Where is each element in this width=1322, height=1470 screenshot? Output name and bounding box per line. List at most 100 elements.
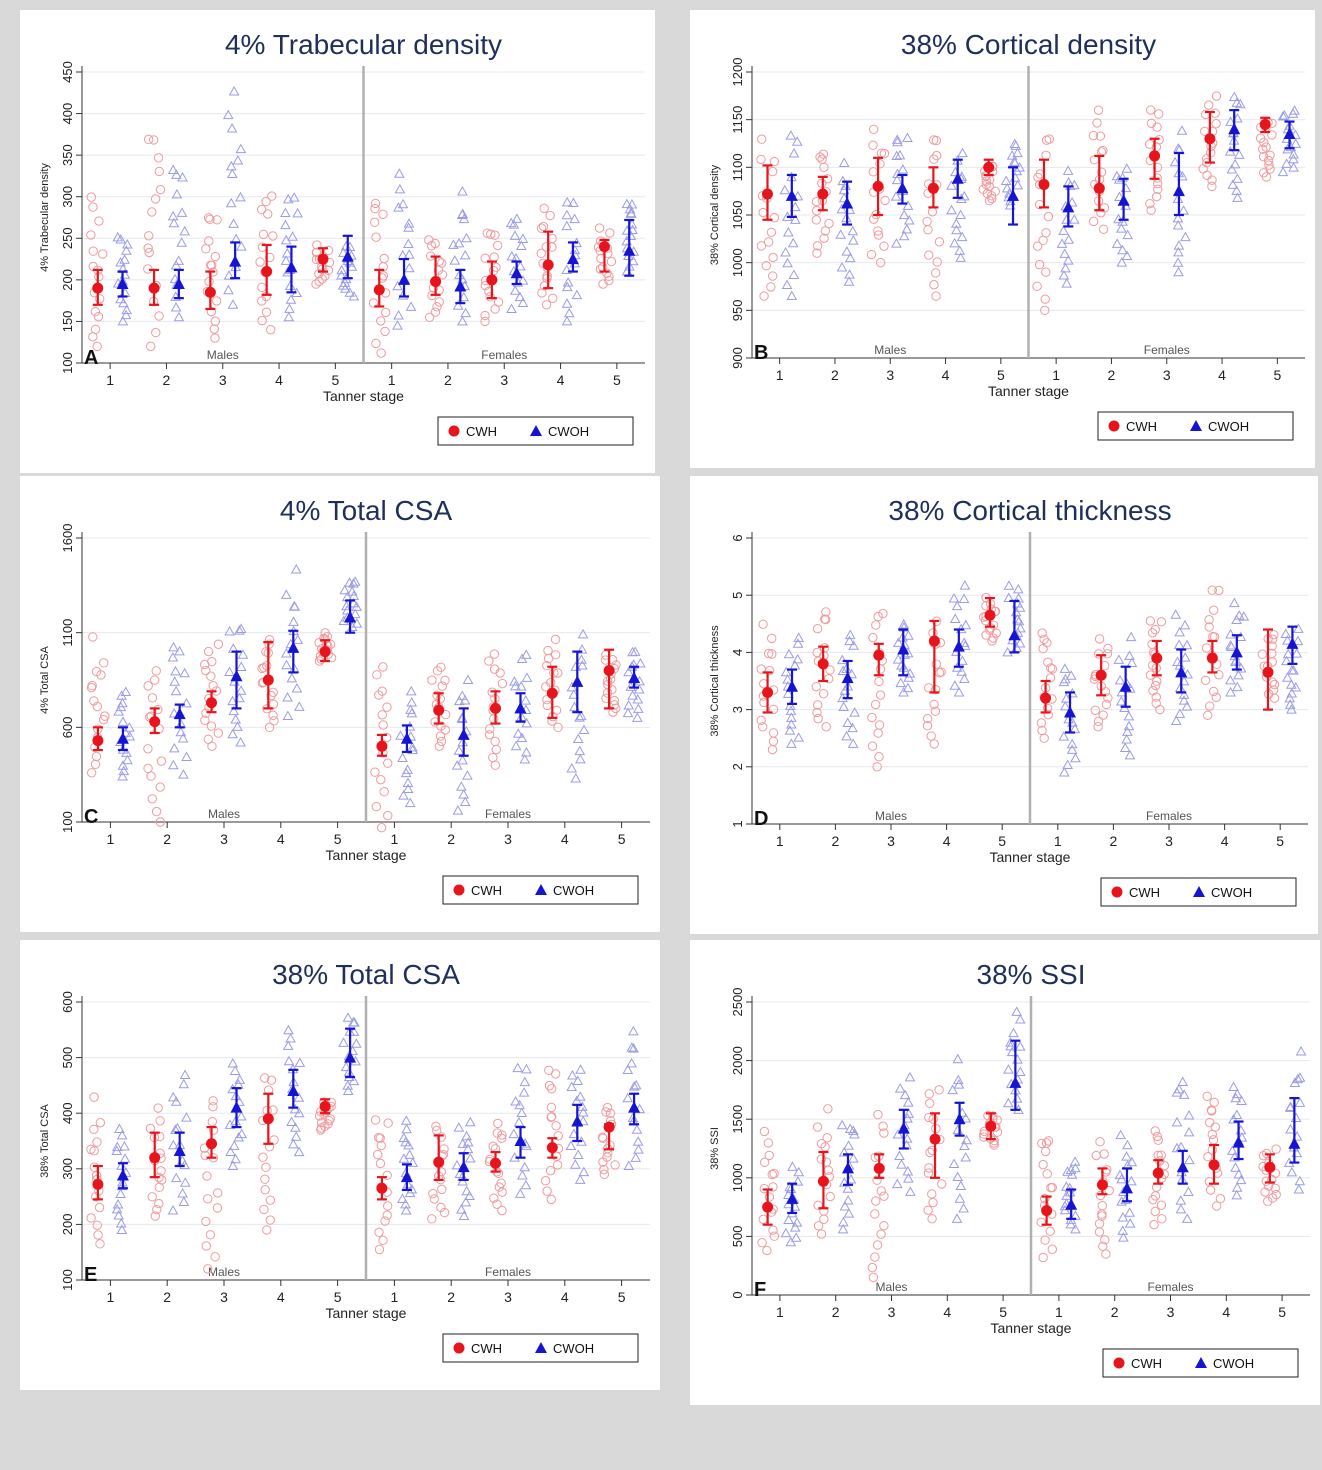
x-tick-label: 2 — [163, 372, 171, 388]
cwh-raw-point — [767, 633, 777, 644]
cwoh-raw-point — [577, 628, 589, 639]
cwh-raw-point — [924, 1112, 934, 1123]
cwh-raw-point — [268, 231, 278, 241]
cwh-raw-point — [204, 236, 214, 246]
cwoh-raw-point — [783, 648, 795, 659]
cwoh-raw-point — [842, 717, 854, 727]
cwoh-raw-point — [291, 683, 303, 693]
cwh-raw-point — [1096, 167, 1107, 177]
cwoh-raw-point — [236, 241, 247, 251]
cwh-raw-point — [1269, 679, 1280, 690]
cwoh-raw-point — [349, 576, 361, 586]
cwh-raw-point — [761, 261, 772, 271]
y-tick-label: 900 — [730, 347, 745, 369]
cwh-raw-point — [769, 213, 779, 223]
cwoh-raw-point — [170, 665, 181, 676]
cwoh-raw-point — [292, 207, 303, 218]
cwoh-raw-point — [1233, 1169, 1245, 1179]
cwh-raw-point — [768, 704, 779, 715]
cwh-raw-point — [551, 705, 562, 716]
cwoh-raw-point — [844, 629, 856, 640]
cwoh-raw-point — [902, 682, 914, 693]
cwoh-raw-point — [285, 1033, 296, 1043]
cwoh-raw-point — [1225, 686, 1236, 697]
cwoh-raw-point — [338, 1037, 349, 1047]
cwh-mean-point — [603, 1121, 615, 1133]
cwoh-raw-point — [121, 747, 132, 757]
cwoh-raw-point — [457, 754, 468, 765]
y-axis-label: 38% SSI — [709, 1127, 721, 1170]
cwoh-raw-point — [449, 255, 461, 265]
cwoh-mean-point — [1232, 1136, 1245, 1148]
cwoh-raw-point — [398, 790, 409, 800]
cwh-raw-point — [1093, 105, 1104, 115]
cwoh-raw-point — [569, 213, 580, 224]
x-tick-label: 2 — [444, 372, 452, 388]
cwoh-raw-point — [952, 1074, 964, 1085]
cwh-mean-point — [376, 1182, 388, 1194]
sex-label: Females — [1147, 1280, 1193, 1294]
cwh-raw-point — [207, 260, 217, 271]
cwoh-raw-point — [448, 239, 459, 249]
cwoh-raw-point — [1178, 1089, 1190, 1099]
cwh-raw-point — [1214, 670, 1224, 680]
cwh-raw-point — [1036, 1217, 1046, 1227]
cwoh-raw-point — [1009, 138, 1021, 148]
cwoh-mean-point — [953, 1112, 966, 1125]
cwoh-raw-point — [340, 1061, 352, 1072]
cwoh-raw-point — [121, 304, 133, 315]
cwh-raw-point — [758, 207, 768, 218]
cwh-raw-point — [1098, 224, 1109, 235]
cwh-raw-point — [868, 140, 878, 150]
cwoh-raw-point — [452, 805, 464, 815]
cwh-mean-point — [873, 1162, 885, 1174]
cwoh-raw-point — [1121, 734, 1133, 744]
cwoh-raw-point — [1012, 147, 1023, 158]
cwh-raw-point — [818, 149, 829, 159]
cwh-raw-point — [606, 256, 617, 267]
cwh-raw-point — [1043, 709, 1053, 720]
cwh-raw-point — [383, 810, 393, 821]
panel-letter: F — [754, 1279, 766, 1301]
cwh-raw-point — [432, 302, 442, 312]
cwh-raw-point — [870, 1209, 880, 1219]
cwh-raw-point — [1210, 1122, 1221, 1132]
x-tick-label: 5 — [1278, 1304, 1286, 1320]
cwh-raw-point — [878, 1121, 888, 1131]
cwh-raw-point — [424, 312, 435, 322]
cwh-raw-point — [154, 311, 164, 321]
cwoh-mean-point — [571, 1115, 584, 1127]
cwoh-raw-point — [461, 1130, 472, 1141]
cwh-raw-point — [988, 1111, 998, 1121]
cwh-raw-point — [1042, 1169, 1052, 1179]
cwh-raw-point — [1157, 1214, 1167, 1224]
cwh-raw-point — [812, 707, 822, 718]
cwoh-raw-point — [403, 262, 415, 273]
cwh-raw-point — [766, 227, 777, 237]
cwoh-raw-point — [952, 1124, 964, 1135]
cwoh-raw-point — [782, 257, 793, 268]
cwh-raw-point — [1097, 1209, 1107, 1219]
cwoh-raw-point — [224, 666, 235, 676]
cwoh-raw-point — [626, 1042, 638, 1052]
cwoh-raw-point — [339, 584, 351, 595]
cwh-mean-point — [204, 286, 216, 298]
cwh-raw-point — [377, 710, 387, 720]
cwoh-raw-point — [1294, 1175, 1306, 1186]
cwh-raw-point — [155, 817, 166, 827]
cwoh-raw-point — [1124, 650, 1135, 660]
cwoh-raw-point — [1230, 1162, 1241, 1172]
cwh-raw-point — [255, 257, 265, 267]
cwoh-raw-point — [1170, 609, 1182, 619]
cwoh-raw-point — [905, 1186, 916, 1196]
cwh-raw-point — [1045, 663, 1056, 673]
cwh-mean-point — [929, 1133, 941, 1145]
cwoh-raw-point — [224, 625, 235, 636]
cwh-raw-point — [430, 238, 440, 249]
cwh-raw-point — [1207, 175, 1217, 185]
cwh-raw-point — [87, 681, 97, 691]
cwoh-raw-point — [293, 1092, 305, 1102]
cwoh-raw-point — [117, 716, 129, 726]
y-axis-label: 4% Total CSA — [39, 646, 51, 714]
cwh-mean-point — [149, 1152, 161, 1164]
